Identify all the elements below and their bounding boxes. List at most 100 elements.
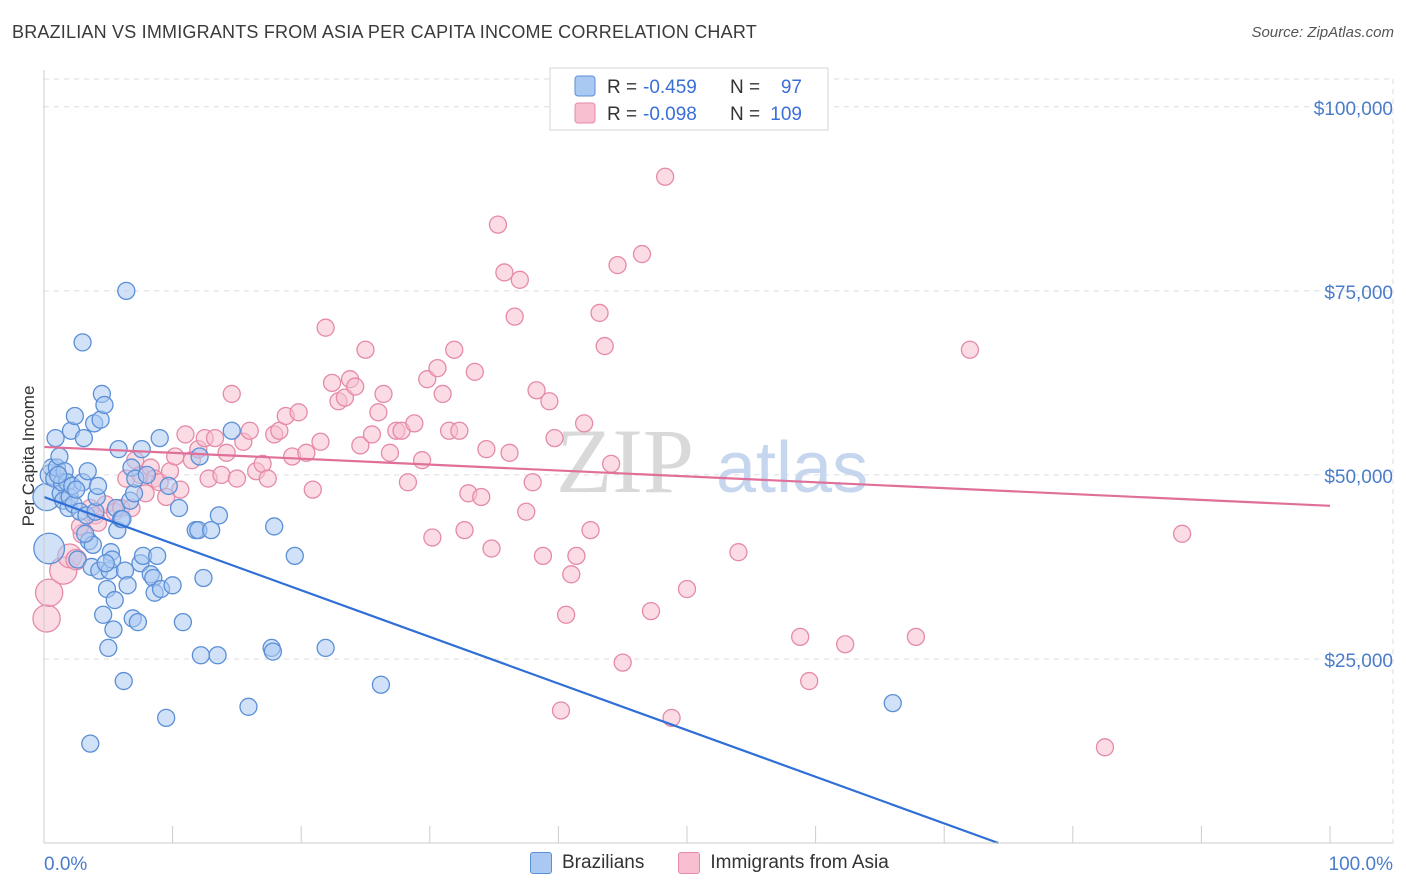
asia-point [906,627,926,647]
asia-label: Immigrants from Asia [710,852,889,873]
trend-lines [43,445,1331,845]
asia-point [510,270,529,289]
legend-r-label-1: R = [607,77,637,98]
brazilians-point [67,480,86,499]
legend-n-value-2: 109 [770,104,802,125]
asia-point [217,443,236,462]
x-tick-max: 100.0% [1329,854,1394,875]
asia-point [527,381,546,400]
asia-point [412,451,432,470]
asia-point [258,469,277,488]
asia-point [477,439,496,459]
brazilians-point [285,546,304,566]
brazilians-point [194,568,213,588]
brazilians-point [173,612,193,632]
asia-point [562,565,581,584]
brazilians-point [150,428,169,448]
brazilians-point [263,642,283,661]
asia-point [517,502,536,521]
brazilians-point [118,576,137,595]
brazilians-point [169,498,189,518]
asia-point [166,447,185,466]
asia-point [729,543,748,562]
brazilians-point [128,612,148,632]
asia-point [398,473,418,492]
correlation-legend: R = -0.459 N = 97 R = -0.098 N = 109 [549,67,829,131]
brazilians-point [33,532,66,565]
brazilians-point [208,646,227,665]
asia-point [601,454,621,474]
asia-point [960,340,980,359]
asia-point [581,520,600,540]
watermark-atlas: atlas [716,428,868,508]
brazilians-point [137,465,157,485]
legend-r-label-2: R = [607,104,637,125]
legend-r-value-1: -0.459 [643,77,697,98]
asia-point [800,671,819,691]
brazilians-point [94,605,113,624]
brazilians-point [114,671,133,691]
asia-point [540,392,559,411]
asia-point [445,340,464,359]
brazilians-point [209,506,229,525]
asia-point [836,635,855,654]
asia-point [380,443,400,462]
series-legend: Brazilians Immigrants from Asia [530,852,889,874]
asia-point [655,167,675,186]
asia-point [533,546,553,566]
asia-point [346,377,365,396]
brazilians-point [883,693,902,713]
brazilians-label: Brazilians [562,852,645,873]
brazilians-point [105,590,124,610]
asia-point [356,340,375,359]
asia-point [488,215,508,234]
brazilians-point [99,638,118,658]
brazilians-point [68,550,87,569]
asia-point [574,414,594,433]
brazilians-point [104,620,123,639]
asia-point [222,384,241,404]
legend-n-label-2: N = [730,104,760,125]
legend-r-value-2: -0.098 [643,104,697,125]
brazilians-point [73,333,92,352]
asia-point [677,579,697,599]
asia-point [482,539,501,558]
asia-point [465,362,484,381]
brazilians-point [239,697,258,716]
asia-point [240,421,259,440]
brazilians-point [157,708,176,727]
brazilians-point [163,576,182,595]
legend-n-value-1: 97 [781,77,802,98]
legend-n-label-1: N = [730,77,760,98]
y-tick-label: $100,000 [1314,99,1393,120]
brazilians-point [265,517,284,536]
asia-point [322,373,342,393]
asia-point [303,480,322,499]
brazilians-point [202,520,221,540]
brazilians-point [74,428,94,448]
legend-item-asia[interactable]: Immigrants from Asia [678,852,889,874]
asia-point [297,443,316,462]
asia-point [1172,524,1192,543]
asia-point [450,421,469,440]
brazilians-point [190,447,209,466]
brazilians-swatch [530,852,552,874]
asia-point [34,578,64,607]
legend-item-brazilians[interactable]: Brazilians [530,852,644,874]
brazilians-point [65,406,85,426]
brazilians-point [159,476,178,496]
asia-point [369,403,388,422]
asia-point [423,528,442,547]
asia-point [613,653,632,672]
y-axis-label: Per Capita Income [19,386,38,527]
asia-point [556,605,576,624]
asia-point [374,384,393,404]
asia-point [455,520,474,540]
y-tick-label: $25,000 [1324,651,1393,672]
asia-point [362,425,382,444]
asia-point [567,546,586,566]
asia-point [227,469,247,488]
brazilians-point [81,734,100,753]
asia-point [1095,738,1115,757]
brazilians-point [191,646,211,665]
